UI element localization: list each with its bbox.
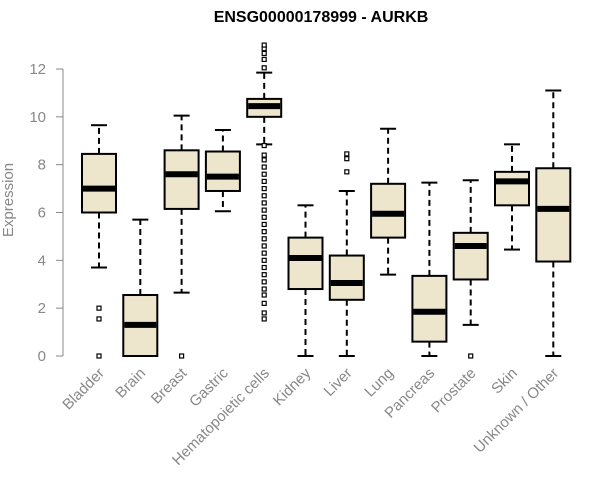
outlier-point [261,272,267,278]
outlier-point [261,157,267,163]
box-group [204,128,241,213]
box [328,254,365,301]
outlier-point [261,142,267,149]
outlier-point [261,193,267,199]
outlier-point [344,169,350,175]
y-tick-label: 10 [29,109,46,126]
outlier-point [261,207,267,213]
outlier-point [468,353,474,359]
box-group [246,42,283,322]
outlier-point [96,316,102,322]
y-axis: 0 2 4 6 8 10 12 [29,61,64,365]
outlier-point [261,152,267,158]
x-tick-label: Lung [361,365,397,401]
outlier-point [261,236,267,242]
x-tick-label: Brain [112,365,149,402]
outlier-point [261,279,267,285]
outlier-point [261,200,267,206]
outlier-point [261,250,267,256]
box [287,236,324,291]
y-axis-label: Expression [0,163,17,237]
y-tick-label: 12 [29,61,46,78]
x-tick-label: Prostate [428,365,480,417]
outlier-point [96,353,102,359]
box [204,150,241,192]
box-group [163,114,200,359]
outlier-point [96,305,102,311]
outlier-point [261,243,267,249]
box-group [287,204,324,357]
outlier-point [261,300,267,306]
outlier-point [344,156,350,162]
x-tick-label: Bladder [59,365,108,414]
outlier-point [261,286,267,292]
outlier-point [261,264,267,271]
y-tick-label: 6 [38,205,46,222]
x-tick-label: Liver [321,365,356,400]
box-group [452,179,489,359]
outlier-point [261,171,267,177]
outlier-point [261,221,267,228]
outlier-point [261,292,267,298]
outlier-point [261,56,267,63]
box [535,167,572,263]
box-group [122,218,159,358]
box-group [370,127,407,276]
box-group [535,89,572,357]
box-series [81,42,572,359]
outlier-point [261,229,267,235]
outlier-point [261,164,267,170]
chart-title: ENSG00000178999 - AURKB [214,9,429,26]
outlier-point [261,65,267,71]
box-group [81,124,117,359]
x-tick-label: Skin [488,365,521,398]
box [494,170,530,207]
outlier-point [179,353,185,359]
outlier-point [261,316,267,322]
box-group [411,181,448,357]
x-tick-label: Kidney [270,364,315,409]
y-tick-label: 2 [38,300,46,317]
y-tick-label: 4 [38,252,46,269]
box [81,152,117,214]
outlier-point [261,185,267,192]
outlier-point [261,178,267,185]
outlier-point [261,257,267,263]
y-tick-label: 8 [38,157,46,174]
outlier-point [261,42,267,48]
outlier-point [261,310,267,316]
outlier-point [261,214,267,220]
x-tick-label: Breast [148,364,191,407]
y-tick-label: 0 [38,348,46,365]
outlier-point [344,151,350,157]
box [163,149,200,210]
box [452,231,489,281]
box-group [328,151,365,357]
outlier-point [261,50,267,57]
box-group [494,143,530,251]
